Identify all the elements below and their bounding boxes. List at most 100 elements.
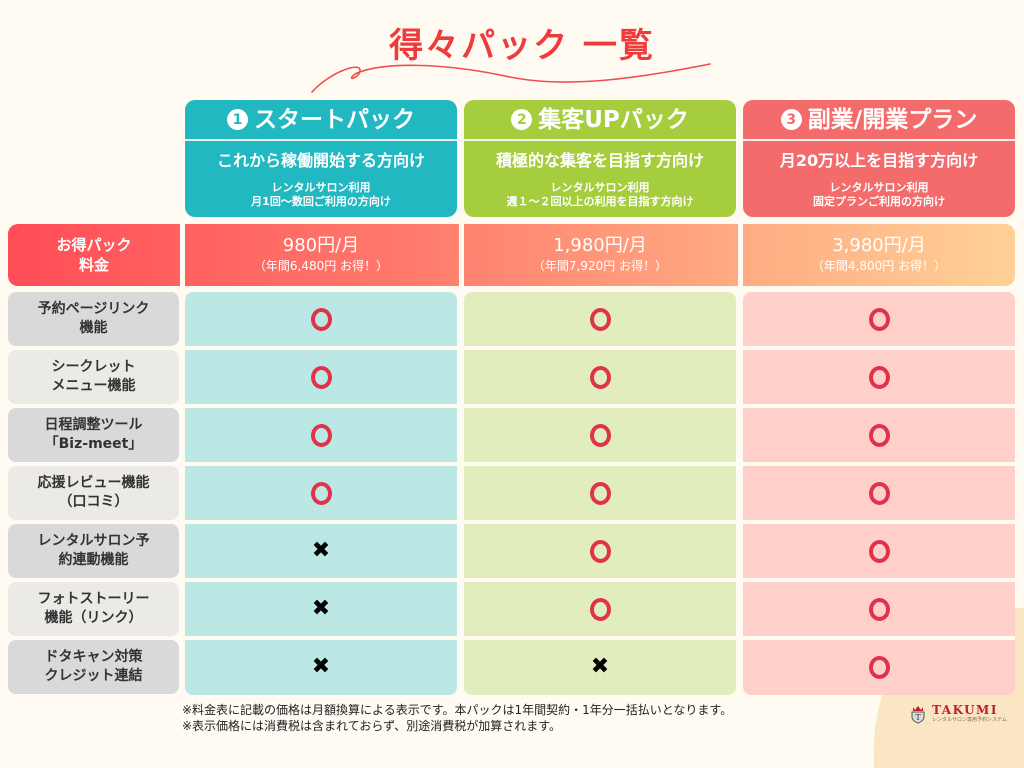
feature-label-line1: フォトストーリー bbox=[37, 591, 150, 607]
circle-available-icon bbox=[589, 307, 611, 331]
price-cell-shukyaku-up-pack: 1,980円/月 （年間7,920円 お得！） bbox=[464, 224, 736, 286]
feature-cell bbox=[464, 524, 736, 578]
circle-available-icon bbox=[589, 365, 611, 389]
plan-target: 積極的な集客を目指す方向け bbox=[495, 151, 704, 170]
annual-saving: （年間4,800円 お得！） bbox=[811, 259, 947, 273]
plan-header-shukyaku-up-pack: 2 集客UPパック 積極的な集客を目指す方向け レンタルサロン利用 週１〜２回以… bbox=[464, 100, 736, 217]
feature-label: 応援レビュー機能 （口コミ） bbox=[8, 466, 179, 520]
feature-cell bbox=[185, 350, 457, 404]
circle-available-icon bbox=[868, 423, 890, 447]
price-row-label: お得パック 料金 bbox=[8, 224, 180, 286]
feature-cell: ✖ bbox=[185, 524, 457, 578]
cross-unavailable-icon: ✖ bbox=[311, 654, 331, 679]
logo-tagline: レンタルサロン専用予約システム bbox=[932, 717, 1007, 723]
circle-available-icon bbox=[310, 423, 332, 447]
plan-target: これから稼働開始する方向け bbox=[216, 151, 425, 170]
plan-name: 2 集客UPパック bbox=[464, 100, 736, 141]
circle-available-icon bbox=[310, 307, 332, 331]
plan-name: 1 スタートパック bbox=[185, 100, 457, 141]
feature-label: フォトストーリー 機能（リンク） bbox=[8, 582, 179, 636]
monthly-price: 3,980円/月 bbox=[832, 235, 926, 256]
circle-available-icon bbox=[868, 307, 890, 331]
feature-label: レンタルサロン予 約連動機能 bbox=[8, 524, 179, 578]
row-divider bbox=[185, 578, 457, 582]
row-divider bbox=[185, 520, 457, 524]
feature-label-line1: 応援レビュー機能 bbox=[37, 475, 150, 491]
divider bbox=[459, 224, 464, 286]
feature-cell: ✖ bbox=[464, 640, 736, 694]
circle-available-icon bbox=[589, 481, 611, 505]
feature-label-line2: メニュー機能 bbox=[51, 378, 136, 394]
feature-label: シークレット メニュー機能 bbox=[8, 350, 179, 404]
footer-note-1: ※料金表に記載の価格は月額換算による表示です。本パックは1年間契約・1年分一括払… bbox=[182, 703, 733, 717]
plan-note: レンタルサロン利用 月1回〜数回ご利用の方向け bbox=[185, 181, 457, 209]
divider bbox=[738, 224, 743, 286]
row-divider bbox=[464, 462, 736, 466]
row-divider bbox=[185, 636, 457, 640]
row-divider bbox=[464, 636, 736, 640]
feature-cell bbox=[743, 292, 1015, 346]
feature-label-line2: 機能（リンク） bbox=[44, 610, 143, 626]
feature-label-line1: ドタキャン対策 bbox=[44, 649, 143, 665]
circle-available-icon bbox=[868, 539, 890, 563]
feature-cell bbox=[743, 640, 1015, 694]
row-divider bbox=[743, 404, 1015, 408]
feature-column-start-pack: ✖ ✖ ✖ bbox=[185, 292, 457, 695]
plan-title: 集客UPパック bbox=[538, 106, 689, 133]
plan-number-badge: 2 bbox=[511, 109, 533, 130]
svg-text:T: T bbox=[915, 713, 921, 722]
plan-header-fukugyo-plan: 3 副業/開業プラン 月20万以上を目指す方向け レンタルサロン利用 固定プラン… bbox=[743, 100, 1015, 217]
divider bbox=[180, 224, 185, 286]
feature-cell: ✖ bbox=[185, 640, 457, 694]
annual-saving: （年間6,480円 お得！） bbox=[253, 259, 389, 273]
feature-label-line2: （口コミ） bbox=[58, 494, 129, 510]
feature-cell bbox=[743, 466, 1015, 520]
feature-cell bbox=[185, 408, 457, 462]
plan-title: スタートパック bbox=[254, 106, 415, 133]
feature-cell bbox=[185, 466, 457, 520]
row-divider bbox=[185, 404, 457, 408]
plan-header-start-pack: 1 スタートパック これから稼働開始する方向け レンタルサロン利用 月1回〜数回… bbox=[185, 100, 457, 217]
circle-available-icon bbox=[868, 655, 890, 679]
title-container: 得々パック 一覧 bbox=[0, 18, 1024, 67]
monthly-price: 1,980円/月 bbox=[553, 235, 647, 256]
feature-cell bbox=[743, 582, 1015, 636]
feature-label-line2: 「Biz-meet」 bbox=[44, 436, 143, 452]
row-divider bbox=[743, 578, 1015, 582]
row-divider bbox=[464, 520, 736, 524]
row-divider bbox=[464, 346, 736, 350]
cross-unavailable-icon: ✖ bbox=[311, 538, 331, 563]
logo-brand: TAKUMI bbox=[932, 703, 998, 717]
circle-available-icon bbox=[310, 365, 332, 389]
feature-cell bbox=[464, 408, 736, 462]
row-divider bbox=[743, 636, 1015, 640]
plan-note: レンタルサロン利用 週１〜２回以上の利用を目指す方向け bbox=[464, 181, 736, 209]
circle-available-icon bbox=[589, 597, 611, 621]
footer-notes: ※料金表に記載の価格は月額換算による表示です。本パックは1年間契約・1年分一括払… bbox=[182, 702, 732, 734]
circle-available-icon bbox=[589, 423, 611, 447]
feature-label-line2: 約連動機能 bbox=[58, 552, 129, 568]
feature-cell bbox=[743, 350, 1015, 404]
feature-label-line2: クレジット連結 bbox=[44, 668, 143, 684]
footer-note-2: ※表示価格には消費税は含まれておらず、別途消費税が加算されます。 bbox=[182, 719, 562, 733]
price-row: お得パック 料金 980円/月 （年間6,480円 お得！） 1,980円/月 … bbox=[8, 224, 1015, 286]
circle-available-icon bbox=[589, 539, 611, 563]
feature-label-line1: 予約ページリンク bbox=[37, 301, 150, 317]
feature-cell bbox=[464, 582, 736, 636]
plan-number-badge: 1 bbox=[227, 109, 248, 130]
price-label-line1: お得パック bbox=[56, 236, 132, 254]
feature-label: 日程調整ツール 「Biz-meet」 bbox=[8, 408, 179, 462]
annual-saving: （年間7,920円 お得！） bbox=[532, 259, 668, 273]
feature-cell bbox=[743, 408, 1015, 462]
plan-note-line2: 週１〜２回以上の利用を目指す方向け bbox=[506, 195, 694, 208]
feature-label: 予約ページリンク 機能 bbox=[8, 292, 179, 346]
plan-note-line2: 月1回〜数回ご利用の方向け bbox=[251, 195, 391, 208]
page-title: 得々パック 一覧 bbox=[389, 26, 655, 66]
circle-available-icon bbox=[868, 597, 890, 621]
feature-label-line1: 日程調整ツール bbox=[44, 417, 143, 433]
row-divider bbox=[464, 404, 736, 408]
circle-available-icon bbox=[868, 481, 890, 505]
cross-unavailable-icon: ✖ bbox=[590, 654, 610, 679]
plan-note-line1: レンタルサロン利用 bbox=[829, 181, 929, 194]
feature-cell bbox=[185, 292, 457, 346]
